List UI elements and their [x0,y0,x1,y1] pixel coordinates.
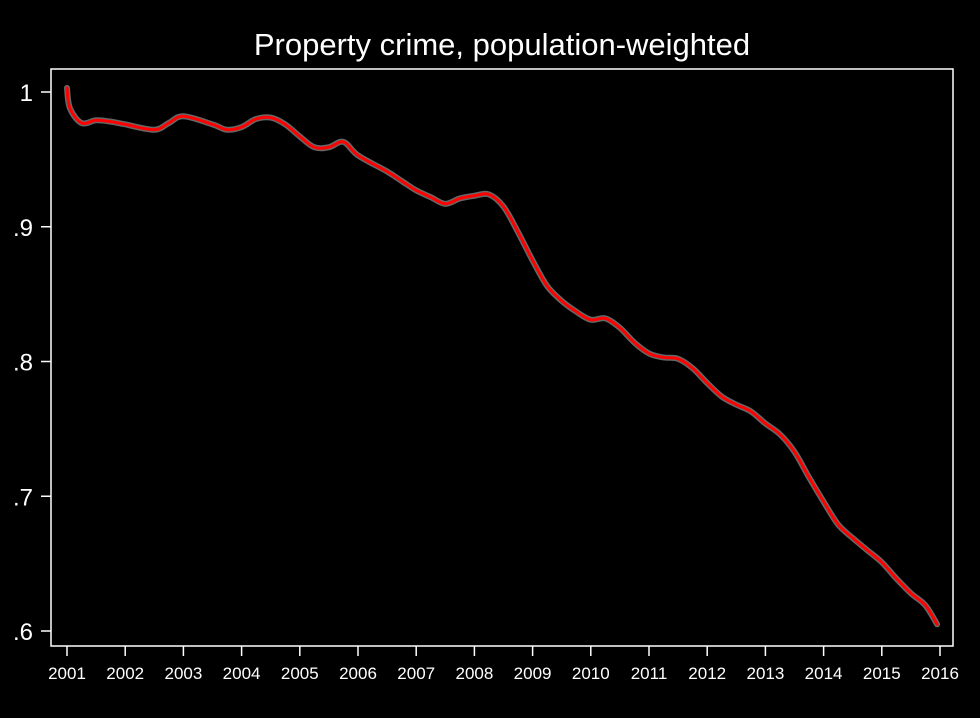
x-tick-label: 2001 [48,664,86,683]
x-tick-label: 2014 [805,664,843,683]
x-tick-label: 2016 [921,664,959,683]
x-tick-label: 2011 [631,664,668,683]
x-tick-label: 2002 [106,664,144,683]
y-tick-label: .9 [13,215,33,242]
y-tick-label: .6 [13,619,33,646]
x-tick-label: 2004 [223,664,261,683]
y-tick-label: .7 [13,484,33,511]
plot-frame [51,69,953,646]
x-tick-label: 2006 [339,664,377,683]
x-tick-label: 2007 [397,664,435,683]
x-tick-label: 2015 [863,664,901,683]
x-tick-label: 2005 [281,664,319,683]
series-line [67,88,937,624]
x-tick-label: 2012 [688,664,726,683]
y-tick-label: 1 [20,80,33,107]
x-tick-label: 2010 [572,664,610,683]
x-tick-label: 2003 [164,664,202,683]
x-tick-label: 2008 [455,664,493,683]
y-tick-label: .8 [13,350,33,377]
x-tick-label: 2009 [514,664,552,683]
x-tick-label: 2013 [746,664,784,683]
chart-title: Property crime, population-weighted [254,27,750,62]
series-line-halo [67,88,937,624]
